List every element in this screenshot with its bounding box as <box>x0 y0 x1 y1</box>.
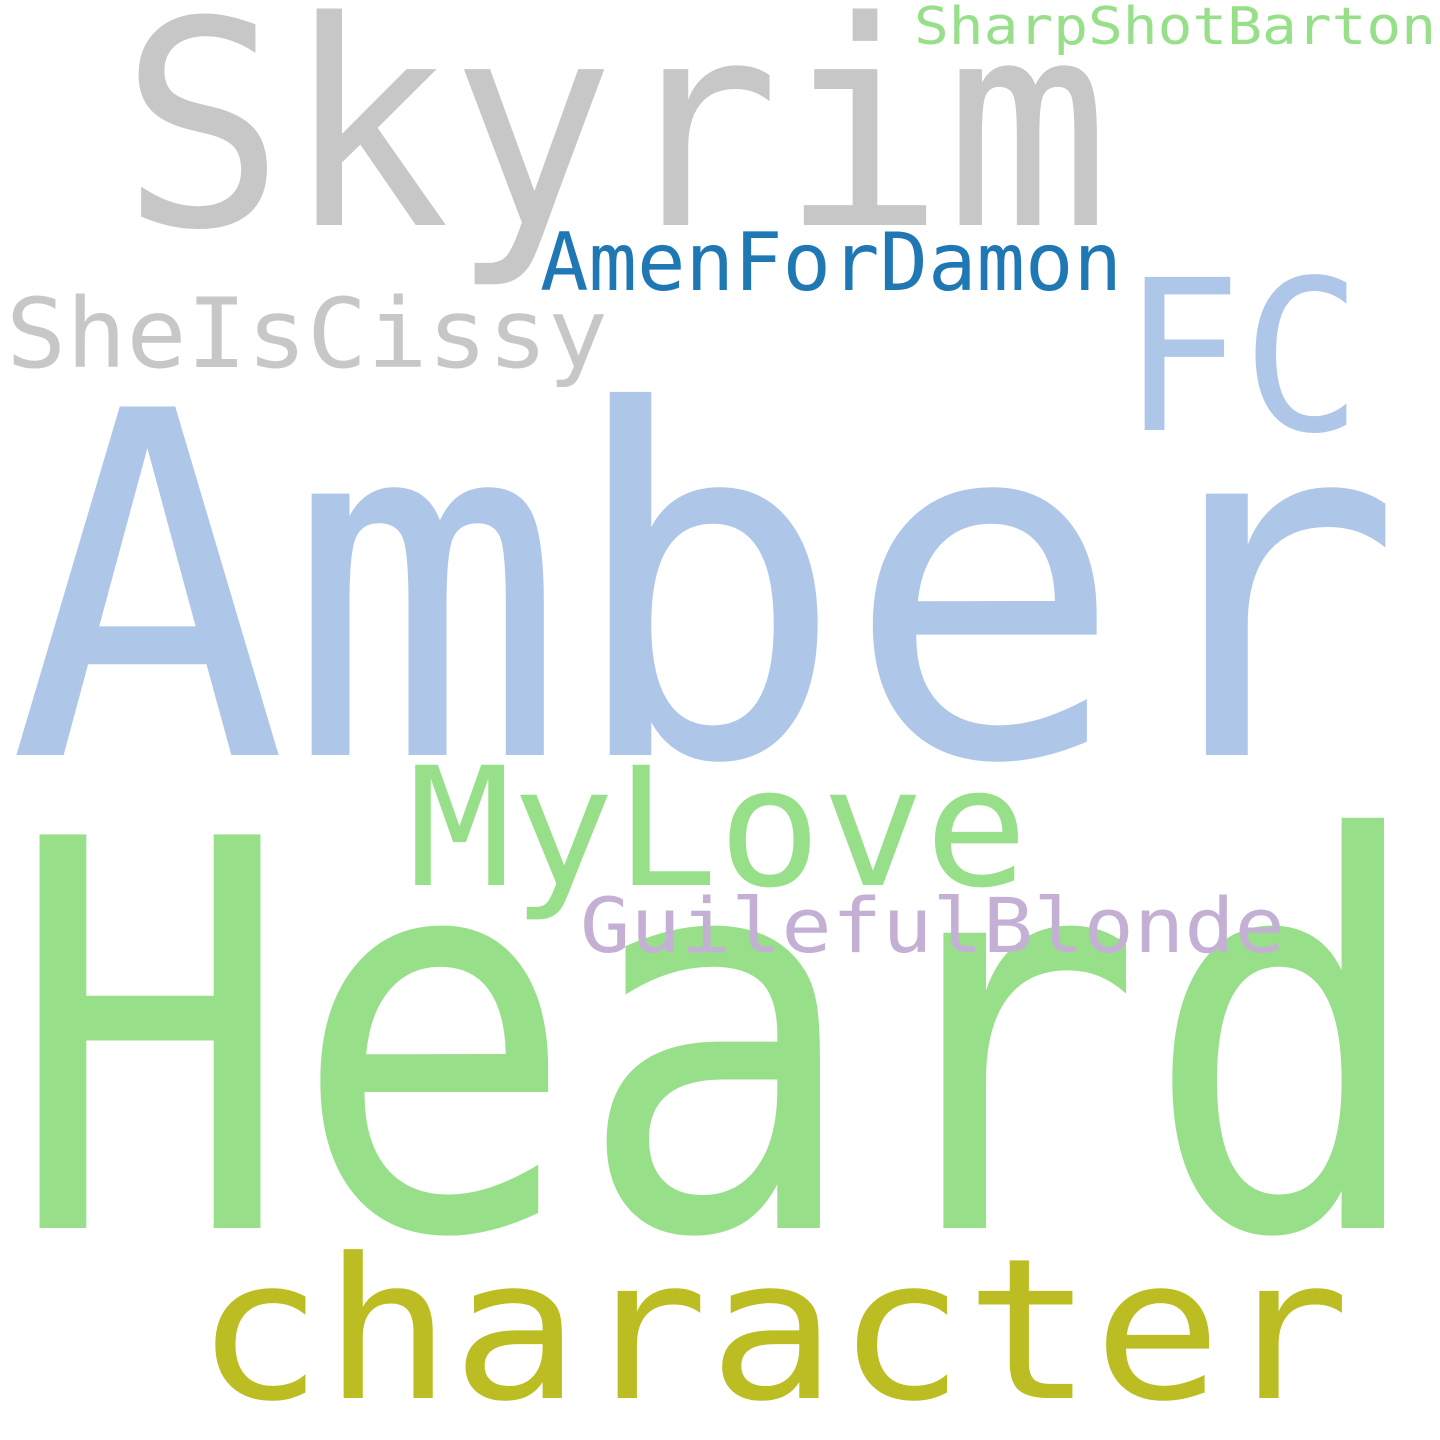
word-sharpshotbarton: SharpShotBarton <box>914 0 1436 57</box>
word-amenfordamon: AmenForDamon <box>540 216 1122 309</box>
word-skyrim: Skyrim <box>120 0 1110 293</box>
word-heard: Heard <box>8 728 1428 1356</box>
word-amber: Amber <box>8 311 1403 868</box>
word-guilefulblonde: GuilefulBlonde <box>580 881 1285 970</box>
word-fc: FC <box>1122 235 1362 480</box>
word-sheiscissy: SheIsCissy <box>6 278 608 390</box>
word-character: character <box>195 1217 1350 1440</box>
word-mylove: MyLove <box>408 732 1028 924</box>
